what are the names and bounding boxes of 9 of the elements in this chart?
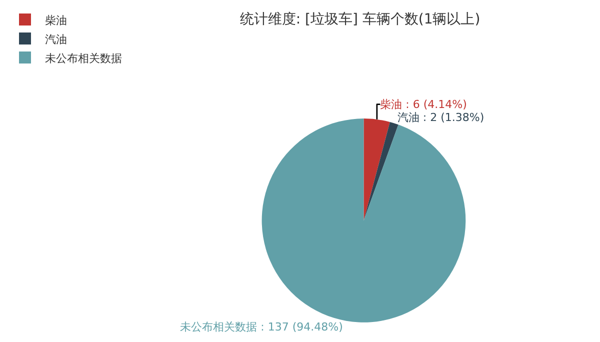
chart-title: 统计维度: [垃圾车] 车辆个数(1辆以上) bbox=[240, 11, 480, 28]
pie-slice bbox=[364, 122, 398, 220]
data-label: 汽油 : 2 (1.38%) bbox=[397, 110, 484, 124]
data-label: 柴油 : 6 (4.14%) bbox=[380, 98, 467, 111]
pie-slice bbox=[364, 118, 390, 220]
data-label: 未公布相关数据 : 137 (94.48%) bbox=[180, 320, 343, 334]
legend-label: 未公布相关数据 bbox=[45, 52, 122, 65]
legend-label: 柴油 bbox=[45, 14, 67, 27]
legend-label: 汽油 bbox=[45, 32, 67, 46]
